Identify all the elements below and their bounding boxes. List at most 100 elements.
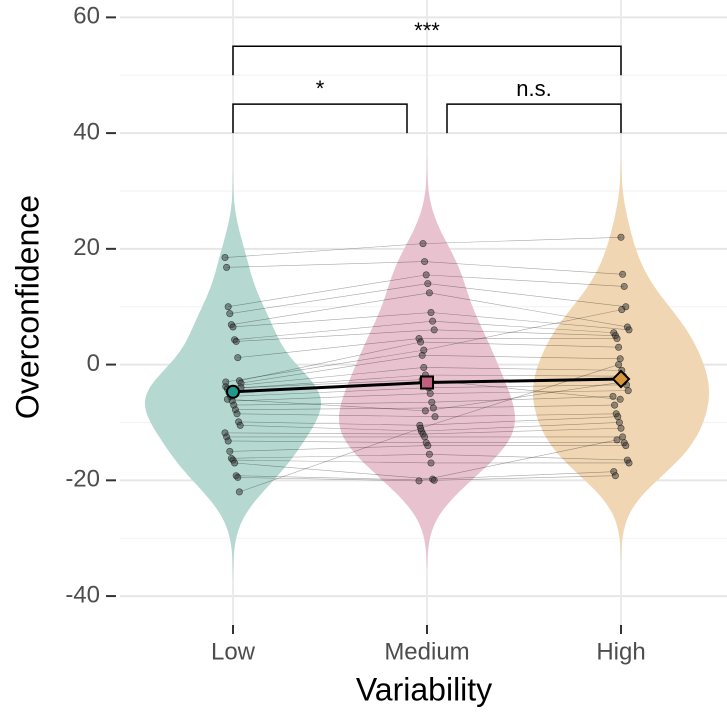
data-point (429, 404, 437, 412)
pair-line (427, 283, 626, 308)
pair-line (424, 261, 623, 275)
significance-bracket (232, 45, 622, 76)
y-axis-title: Overconfidence (9, 195, 45, 419)
y-tick-label: 40 (73, 118, 100, 145)
data-point (624, 387, 632, 395)
mean-marker (611, 369, 631, 389)
data-point (618, 306, 626, 314)
data-point (615, 343, 623, 351)
pair-line (224, 432, 424, 435)
data-point (415, 477, 423, 485)
data-point (613, 335, 621, 343)
pair-line (229, 445, 428, 452)
data-point (620, 282, 628, 290)
violin (145, 170, 321, 579)
data-point (421, 433, 429, 441)
pair-line (236, 413, 436, 417)
data-point (617, 233, 625, 241)
data-point (429, 317, 437, 325)
data-point (424, 442, 432, 450)
data-point (235, 488, 243, 496)
pair-line (224, 243, 424, 258)
data-point (430, 326, 438, 334)
y-tick-label: 60 (73, 3, 100, 30)
data-point (231, 459, 239, 467)
pair-line (434, 413, 617, 417)
pair-line (425, 381, 624, 412)
x-axis-title: Variability (356, 671, 492, 707)
pair-line (434, 475, 616, 481)
pair-line (420, 341, 619, 348)
pair-line (430, 312, 630, 331)
pair-line (237, 338, 420, 358)
data-point (425, 289, 433, 297)
x-tick-label: Low (211, 638, 256, 665)
data-point (616, 355, 624, 363)
pair-line (232, 459, 432, 464)
x-tick-label: Medium (384, 638, 469, 665)
data-point (222, 378, 230, 386)
pair-line (234, 462, 433, 480)
pair-line (232, 393, 431, 402)
pair-line (239, 341, 421, 382)
data-point (614, 413, 622, 421)
pair-line (230, 387, 429, 397)
x-tick-label: High (596, 638, 645, 665)
data-point (421, 258, 429, 266)
pair-line (432, 320, 614, 334)
y-tick-label: -20 (65, 466, 100, 493)
data-point (422, 271, 430, 279)
pair-line (418, 439, 618, 482)
pair-line (236, 475, 435, 481)
pair-line (420, 364, 619, 429)
pair-line (232, 312, 432, 328)
pair-line (422, 427, 622, 435)
data-point (224, 303, 232, 311)
significance-label: n.s. (516, 76, 551, 101)
pair-line (228, 440, 427, 444)
pair-line (431, 396, 614, 403)
pair-line (419, 416, 618, 426)
pair-line (236, 329, 435, 342)
pair-line (240, 355, 423, 384)
pair-line (235, 407, 434, 411)
data-point (619, 270, 627, 278)
pair-line (425, 374, 624, 377)
data-point (611, 401, 619, 409)
violin (339, 156, 515, 568)
mean-marker (226, 384, 240, 399)
data-point (234, 354, 242, 362)
significance-bracket (446, 103, 622, 134)
pair-line (432, 471, 614, 480)
significance-bracket (232, 103, 408, 134)
data-point (611, 472, 619, 480)
data-point (431, 413, 439, 421)
pair-line (228, 274, 427, 308)
data-point (226, 447, 234, 455)
data-point (236, 421, 244, 429)
data-point (223, 263, 231, 271)
data-point (427, 459, 435, 467)
pair-line (229, 283, 428, 314)
pair-line (233, 401, 432, 406)
data-point (426, 390, 434, 398)
data-point (428, 398, 436, 406)
pair-line (225, 349, 424, 383)
data-point (420, 346, 428, 354)
pair-line (238, 421, 420, 426)
pair-line (226, 261, 425, 268)
data-point (427, 308, 435, 316)
significance-label: *** (414, 18, 440, 43)
y-tick-label: 0 (87, 350, 100, 377)
pair-line (429, 292, 628, 328)
pair-line (231, 292, 430, 325)
y-tick-label: 20 (73, 234, 100, 261)
pair-line (426, 274, 625, 287)
data-point (421, 407, 429, 415)
data-point (425, 450, 433, 458)
data-point (417, 338, 425, 346)
data-point (617, 424, 625, 432)
data-point (616, 395, 624, 403)
pair-line (421, 422, 620, 432)
